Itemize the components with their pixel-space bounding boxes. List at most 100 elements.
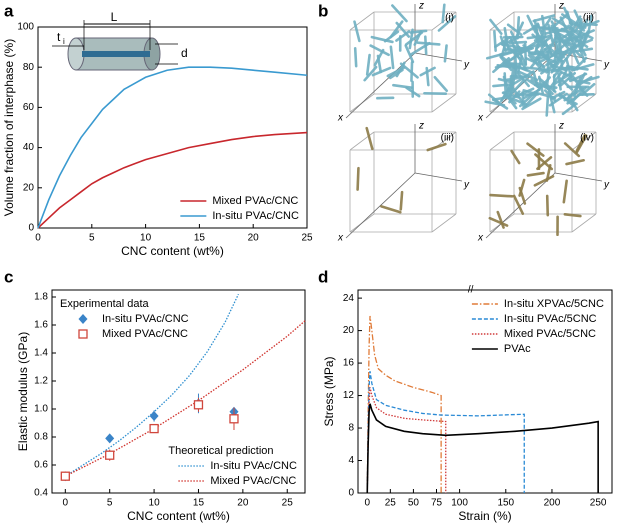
legend-label: In-situ PVAc/CNC (210, 460, 297, 472)
marker (60, 471, 70, 481)
panel-caption: (ii) (583, 13, 594, 24)
x-tick-label: 10 (149, 498, 161, 509)
inset-label: L (111, 10, 118, 24)
rod (526, 14, 537, 34)
x-tick-label: 200 (544, 498, 561, 509)
legend-label: In-situ XPVAc/5CNC (504, 298, 604, 310)
marker (105, 433, 115, 444)
legend: Experimental data In-situ PVAc/CNC Mixed P… (60, 298, 189, 340)
cube-edge (489, 11, 515, 31)
panel-label: d (318, 267, 328, 286)
axis-line (485, 172, 556, 239)
rod (505, 95, 528, 106)
rod (489, 18, 503, 35)
inset-label: t (57, 30, 61, 44)
y-tick-label: 60 (23, 102, 35, 113)
axis-break: // (468, 285, 474, 296)
panel-caption: (iv) (580, 133, 594, 144)
y-tick-label: 1.4 (34, 348, 48, 359)
rod (567, 77, 591, 85)
y-tick-label: 1.2 (34, 376, 48, 387)
rod (409, 41, 431, 56)
y-axis-label: Stress (MPa) (322, 356, 336, 426)
y-tick-label: 8 (348, 423, 354, 434)
cube-edge (431, 93, 457, 113)
rod (526, 34, 544, 40)
x-tick-label: 20 (237, 498, 249, 509)
x-tick-label: 250 (590, 498, 607, 509)
cube-edge (349, 11, 375, 31)
rod (437, 15, 457, 32)
y-tick-label: 40 (23, 142, 35, 153)
rod (489, 193, 514, 198)
marker (105, 450, 115, 460)
rod (443, 44, 448, 63)
rod (550, 90, 566, 100)
legend-label: PVAc (504, 343, 531, 355)
rod (500, 82, 515, 102)
legend-label: In-situ PVAc/CNC (102, 313, 189, 325)
y-tick-label: 0 (28, 223, 34, 234)
rod (550, 57, 563, 74)
rod (532, 14, 556, 23)
rod (386, 66, 406, 78)
y-tick-label: 0.4 (34, 488, 48, 499)
marker (229, 414, 239, 424)
rod (409, 29, 428, 34)
rod (512, 70, 534, 86)
rod (363, 65, 378, 82)
axis-letter: z (418, 1, 424, 12)
x-tick-label: 25 (301, 233, 313, 244)
series-line (37, 131, 308, 229)
x-tick-label: 0 (35, 233, 41, 244)
rod (533, 19, 540, 40)
rod (523, 42, 528, 66)
rod (488, 216, 509, 227)
x-axis-label: CNC content (wt%) (121, 244, 224, 258)
rod (391, 4, 408, 23)
rod (561, 103, 576, 116)
y-tick-label: 100 (17, 22, 34, 33)
rod (567, 42, 582, 58)
rod (353, 20, 361, 43)
series-line (366, 403, 599, 494)
x-axis-label: Strain (%) (458, 509, 511, 523)
x-tick-label: 5 (89, 233, 95, 244)
y-tick-label: 20 (343, 325, 355, 336)
rod (399, 190, 404, 211)
rod (512, 194, 525, 215)
axis-letter: y (603, 180, 610, 191)
rod (513, 87, 535, 99)
axis-letter: x (477, 113, 484, 124)
x-tick-label: 15 (193, 498, 205, 509)
rod (530, 51, 544, 69)
axis-letter: x (337, 233, 344, 244)
panel-label: b (318, 1, 328, 20)
rod (543, 47, 564, 63)
rod (353, 47, 358, 68)
rod (548, 30, 560, 51)
rod (563, 142, 581, 158)
rod (370, 35, 394, 44)
panel-label: c (4, 267, 13, 286)
y-tick-label: 0.8 (34, 432, 48, 443)
legend-label: In-situ PVAc/5CNC (504, 313, 597, 325)
rod (395, 30, 411, 42)
legend: Theoretical prediction In-situ PVAc/CNC Mi… (168, 445, 297, 487)
rod (399, 62, 419, 79)
cube: (ii) z x y (477, 1, 610, 124)
marker (149, 411, 159, 421)
rod (581, 82, 596, 96)
rod (510, 149, 521, 165)
rod (388, 68, 404, 80)
y-tick-label: 12 (343, 390, 355, 401)
rod (502, 48, 528, 53)
axis-letter: x (337, 113, 344, 124)
panel-label: a (4, 1, 14, 20)
axis-line (414, 52, 463, 62)
rod (547, 89, 556, 114)
x-tick-label: 50 (408, 498, 420, 509)
rod (566, 93, 582, 105)
legend-title: Experimental data (60, 298, 150, 310)
series-line (366, 371, 525, 494)
